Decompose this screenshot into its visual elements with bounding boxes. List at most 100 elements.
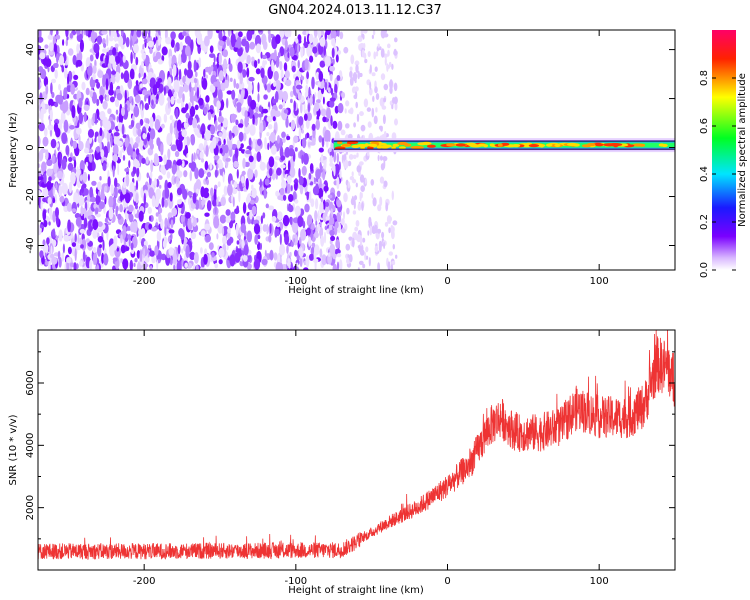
spectrogram-cell (192, 192, 197, 204)
spectrogram-cell (334, 248, 341, 255)
spectrogram-cell (148, 187, 155, 199)
spectrogram-cell (218, 140, 222, 146)
spectrogram-cell (171, 164, 177, 175)
spectrogram-cell (329, 100, 335, 108)
spectrogram-cell (135, 204, 138, 210)
spectrogram-cell (156, 259, 159, 270)
spectrogram-cell (48, 176, 52, 182)
spectrogram-cell (52, 197, 56, 204)
spectrogram-cell (268, 234, 272, 243)
spectrogram-cell (87, 173, 90, 182)
spectrogram-cell (175, 107, 179, 120)
spectrogram-cell (149, 47, 153, 54)
spectrogram-cell (115, 206, 118, 217)
spectrogram-cell (231, 114, 238, 119)
spectrogram-cell (120, 30, 124, 37)
spectrogram-cell (315, 183, 319, 194)
spectrogram-cell (67, 73, 70, 85)
spectrogram-cell (245, 195, 252, 204)
spectrogram-cell (92, 160, 95, 172)
spectrogram-cell (176, 170, 183, 178)
spectrogram-cell (270, 108, 277, 119)
spectrogram-cell (48, 42, 54, 52)
spectrogram-cell (308, 86, 311, 99)
spectrogram-cell (347, 181, 350, 189)
snr-ytick-label: 4000 (25, 433, 36, 458)
spectrogram-cell (267, 106, 270, 113)
spectrogram-cell (116, 30, 119, 34)
spectrogram-cell (66, 36, 69, 41)
spectrogram-cell (133, 262, 136, 267)
snr-frame (37, 329, 676, 571)
spectrogram-cell (262, 212, 266, 219)
spectrogram-cell (261, 33, 267, 46)
spectrogram-cell (284, 39, 288, 51)
spectrogram-cell (65, 145, 70, 156)
spectrogram-cell (355, 235, 361, 241)
spectrogram-cell (155, 188, 162, 200)
spectrogram-cell (256, 151, 262, 162)
spectrogram-cell (273, 49, 277, 62)
spectrogram-cell (119, 150, 123, 160)
spectrogram-cell (75, 30, 81, 36)
colorbar-gradient (712, 30, 736, 270)
spectrogram-cell (153, 154, 160, 167)
spectrogram-cell (45, 149, 49, 161)
spectrogram-cell (367, 51, 371, 58)
spectrogram-cell (75, 62, 79, 67)
spectrogram-cell (38, 136, 41, 149)
spectrogram-cell (374, 245, 379, 253)
spectrogram-cell (132, 221, 138, 233)
spectrogram-cell (176, 176, 180, 185)
spectrogram-cell (191, 95, 194, 109)
spectrogram-cell (112, 154, 119, 162)
spectrogram-cell (70, 137, 73, 147)
spectrogram-cell (257, 234, 261, 240)
spectrogram-cell (255, 68, 261, 75)
spectrogram-cell (206, 178, 209, 186)
spectrogram-cell (156, 93, 159, 100)
spectrogram-cell (129, 181, 135, 195)
spectrogram-cell (306, 71, 309, 80)
spectrogram-cell (222, 35, 227, 41)
spectrogram-cell (71, 105, 76, 119)
spectrogram-cell (265, 203, 269, 209)
spectrogram-cell (372, 197, 377, 207)
spectrogram-cell (213, 55, 216, 63)
spectrogram-cell (83, 111, 87, 123)
spectrogram-cell (80, 205, 84, 217)
spectrogram-cell (248, 155, 254, 163)
spectrogram-cell (241, 38, 247, 47)
spectrogram-cell (309, 55, 314, 63)
spectrogram-cell (293, 182, 298, 191)
spectrogram-cell (373, 51, 377, 60)
spectrogram-cell (329, 155, 333, 165)
spectrogram-cell (95, 207, 99, 215)
spectrogram-cell (392, 226, 395, 233)
spectrogram-cell (90, 196, 97, 203)
spectrogram-cell (161, 46, 168, 56)
spectrogram-cell (336, 199, 342, 208)
spectrogram-cell (351, 171, 354, 177)
spectrogram-cell (242, 157, 246, 169)
spectrogram-cell (240, 143, 244, 149)
spectrogram-cell (237, 61, 243, 73)
carrier-peak (468, 143, 477, 147)
spectrogram-cell (249, 162, 256, 170)
spectrogram-cell (264, 178, 270, 186)
spectrogram-cell (267, 30, 271, 35)
spectrogram-cell (40, 200, 43, 211)
carrier-peak (337, 141, 343, 145)
spectrogram-cell (245, 177, 249, 190)
spectrogram-cell (177, 244, 181, 255)
spectrogram-cell (336, 75, 341, 81)
spectrogram-cell (182, 221, 186, 228)
carrier-peak (391, 146, 396, 150)
colorbar-tick-label: 0.2 (699, 214, 710, 230)
spectrogram-cell (339, 169, 342, 179)
spectrogram-cell (133, 105, 140, 118)
spectrogram-cell (246, 75, 250, 85)
spectrogram-cell (340, 228, 346, 234)
spectrogram-cell (272, 116, 276, 122)
